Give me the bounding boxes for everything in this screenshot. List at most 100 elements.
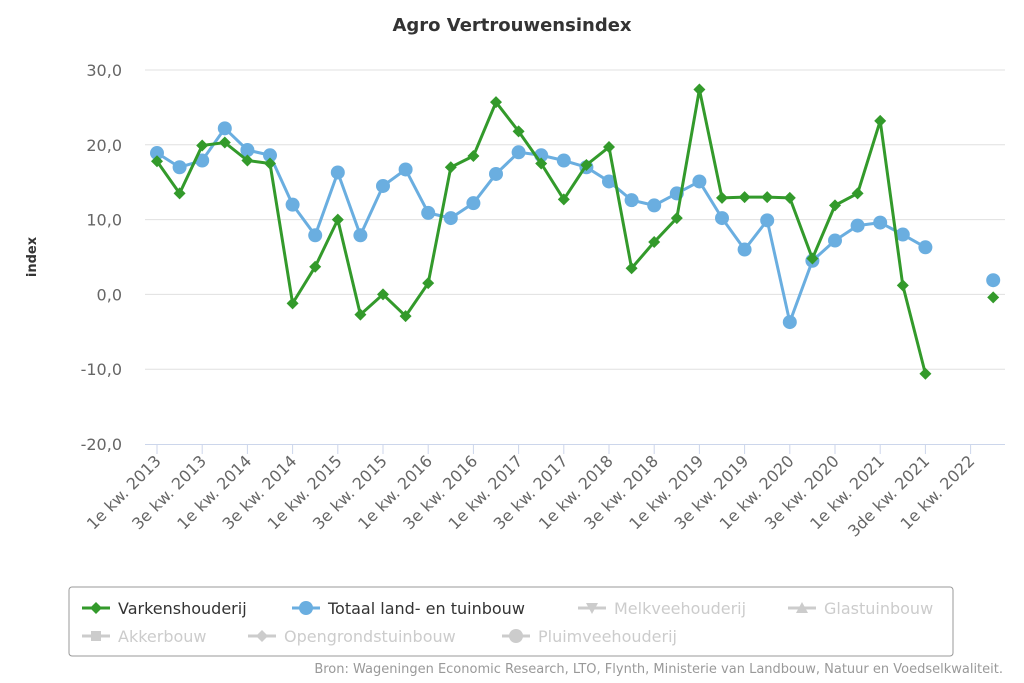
data-point [512, 125, 525, 138]
data-point [150, 146, 164, 161]
data-point [556, 153, 571, 168]
data-point [987, 291, 1000, 304]
data-point [241, 154, 254, 167]
y-tick-label: 10,0 [86, 211, 122, 230]
data-point [918, 240, 933, 255]
data-point [829, 199, 841, 212]
data-point [330, 165, 345, 180]
data-point [422, 277, 435, 290]
data-point [398, 162, 413, 177]
y-tick-label: -20,0 [81, 435, 122, 454]
data-point [557, 193, 570, 206]
legend-label: Glastuinbouw [824, 599, 933, 618]
data-point [873, 215, 888, 230]
legend-label: Totaal land- en tuinbouw [327, 599, 525, 618]
data-point [443, 211, 458, 226]
data-point [715, 211, 729, 226]
data-point [716, 191, 728, 204]
data-point [444, 161, 457, 174]
data-point [602, 174, 616, 189]
data-point [173, 187, 186, 200]
legend-item-glastuinbouw[interactable]: Glastuinbouw [788, 599, 933, 618]
data-point [218, 136, 231, 149]
data-point [195, 153, 210, 168]
data-point [331, 213, 344, 226]
data-point [738, 191, 751, 204]
legend-triangle-icon [796, 602, 808, 613]
y-tick-label: -10,0 [81, 360, 122, 379]
data-point [308, 228, 323, 243]
data-point [896, 279, 909, 292]
data-point [625, 262, 638, 275]
y-tick-label: 20,0 [86, 136, 122, 155]
data-point [286, 297, 299, 310]
legend-circle-icon [509, 629, 523, 643]
legend-label: Melkveehouderij [614, 599, 746, 618]
data-point [919, 367, 932, 380]
data-point [490, 96, 502, 109]
source-credit: Bron: Wageningen Economic Research, LTO,… [314, 662, 1003, 677]
data-point [535, 157, 548, 170]
data-point [986, 273, 1001, 288]
chart-title: Agro Vertrouwensindex [392, 15, 631, 36]
data-point [353, 228, 368, 243]
data-point [466, 196, 481, 211]
data-point [693, 83, 706, 96]
legend-diamond-icon [256, 630, 268, 642]
data-point [647, 198, 662, 213]
data-point [421, 205, 436, 220]
data-point [151, 155, 163, 168]
data-point [782, 315, 797, 330]
y-tick-label: 30,0 [86, 61, 122, 80]
y-axis-label: index [25, 236, 40, 277]
series-line [157, 89, 993, 373]
legend-square-icon [91, 631, 101, 641]
data-point [874, 114, 887, 127]
data-point [670, 212, 683, 225]
series-varkenshouderij [151, 83, 1000, 380]
data-point [263, 148, 277, 163]
legend-item-totaal-land-en-tuinbouw[interactable]: Totaal land- en tuinbouw [292, 599, 525, 618]
data-point [399, 310, 412, 323]
legend-diamond-icon [90, 602, 102, 614]
legend-item-varkenshouderij[interactable]: Varkenshouderij [82, 599, 247, 618]
data-point [217, 121, 232, 136]
data-point [895, 227, 910, 242]
data-point [603, 141, 615, 154]
data-point [580, 158, 593, 171]
data-point [264, 157, 276, 170]
data-point [377, 288, 389, 301]
data-point [850, 218, 865, 233]
legend-triangle-down-icon [586, 603, 598, 614]
legend-label: Akkerbouw [118, 627, 207, 646]
data-point [467, 150, 480, 163]
data-point [851, 187, 864, 200]
data-point [354, 308, 367, 321]
legend-box [68, 586, 954, 657]
data-point [737, 242, 752, 257]
data-point [624, 193, 639, 208]
legend-item-opengrondstuinbouw[interactable]: Opengrondstuinbouw [248, 627, 456, 646]
data-point [669, 186, 684, 201]
legend-label: Pluimveehouderij [538, 627, 677, 646]
data-point [240, 143, 255, 158]
data-point [760, 213, 775, 228]
data-point [783, 191, 796, 204]
data-point [648, 236, 661, 249]
data-point [285, 197, 300, 212]
data-point [172, 160, 187, 175]
data-point [309, 260, 322, 273]
legend-label: Opengrondstuinbouw [284, 627, 456, 646]
data-point [828, 233, 842, 248]
data-point [692, 174, 707, 189]
legend-item-melkveehouderij[interactable]: Melkveehouderij [578, 599, 746, 618]
legend-item-pluimveehouderij[interactable]: Pluimveehouderij [502, 627, 677, 646]
legend-circle-icon [299, 601, 313, 615]
data-point [806, 252, 819, 265]
legend-item-akkerbouw[interactable]: Akkerbouw [82, 627, 207, 646]
series-totaal [150, 121, 1001, 330]
data-point [511, 145, 526, 160]
y-tick-label: 0,0 [97, 285, 122, 304]
data-point [761, 191, 774, 204]
